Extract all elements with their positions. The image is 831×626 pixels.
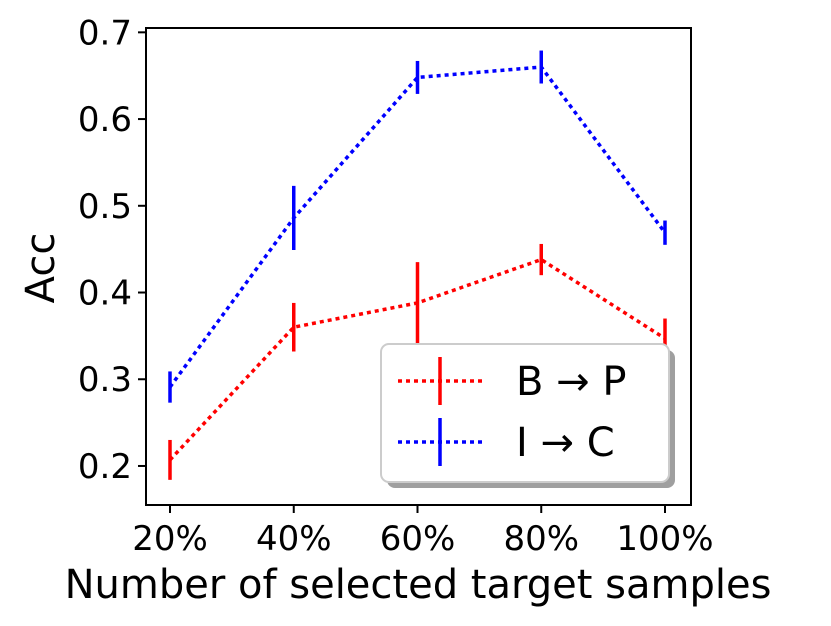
y-axis-label: Acc — [18, 233, 64, 304]
legend: B → P I → C — [380, 343, 675, 488]
x-tick-label: 100% — [616, 519, 713, 559]
x-tick-label: 80% — [503, 519, 579, 559]
x-axis: 20% 40% 60% 80% 100% — [132, 505, 714, 559]
y-tick-label: 0.5 — [78, 187, 132, 227]
y-tick-label: 0.4 — [78, 274, 132, 314]
legend-label: I → C — [516, 420, 615, 466]
x-tick-label: 20% — [132, 519, 208, 559]
y-tick-label: 0.3 — [78, 360, 132, 400]
legend-box — [380, 343, 670, 483]
y-tick-label: 0.2 — [78, 447, 132, 487]
series-2 — [168, 50, 667, 403]
x-tick-label: 60% — [380, 519, 456, 559]
y-tick-label: 0.7 — [78, 13, 132, 53]
y-tick-label: 0.6 — [78, 100, 132, 140]
y-axis: 0.2 0.3 0.4 0.5 0.6 0.7 — [78, 13, 146, 487]
x-axis-label: Number of selected target samples — [65, 562, 772, 608]
legend-label: B → P — [516, 359, 627, 405]
series-line — [168, 65, 667, 389]
legend-entries: B → P I → C — [398, 357, 627, 466]
series-1 — [168, 243, 667, 480]
x-tick-label: 40% — [256, 519, 332, 559]
plot-layer — [168, 50, 667, 480]
